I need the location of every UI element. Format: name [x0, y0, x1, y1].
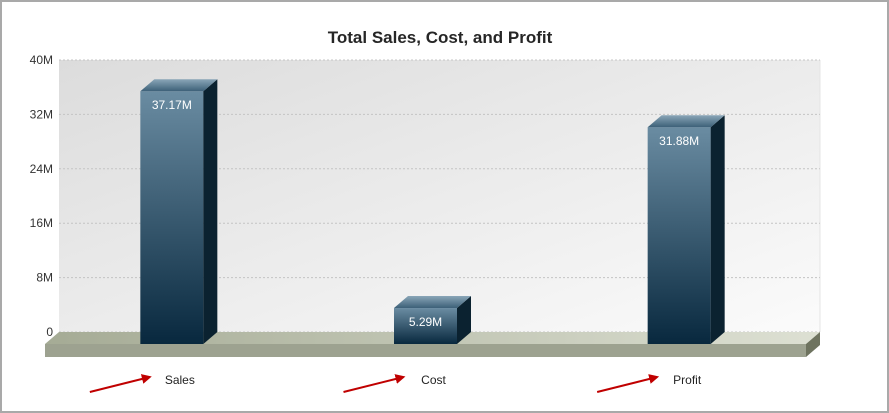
data-label: 31.88M — [659, 134, 699, 148]
bar-sales-top — [140, 79, 218, 92]
annotation-arrow — [89, 374, 152, 393]
bar-cost-side — [457, 296, 471, 344]
bar-profit-side — [710, 115, 725, 344]
y-tick-label: 32M — [30, 107, 53, 121]
x-tick-label: Profit — [673, 373, 702, 387]
data-label: 37.17M — [152, 98, 192, 112]
y-tick-label: 16M — [30, 216, 53, 230]
bar-profit-front — [647, 127, 711, 344]
bar-profit-top — [647, 115, 725, 128]
y-tick-label: 24M — [30, 162, 53, 176]
chart-title: Total Sales, Cost, and Profit — [328, 28, 553, 47]
bar-cost-front — [394, 308, 457, 344]
bar-sales-front — [140, 91, 204, 344]
floor-side — [806, 332, 820, 357]
annotation-arrow — [596, 374, 660, 393]
y-tick-label: 8M — [36, 271, 53, 285]
y-tick-label: 0 — [46, 325, 53, 339]
x-tick-label: Cost — [421, 373, 446, 387]
y-tick-label: 40M — [30, 53, 53, 67]
bar-sales-side — [203, 79, 218, 344]
data-label: 5.29M — [409, 315, 442, 329]
plot-area: 0 8M 16M 24M 32M 40M 37.17M Sales 5.29M Cost 31.88… — [30, 53, 821, 393]
annotation-arrow — [343, 374, 406, 393]
floor-front — [45, 344, 806, 357]
x-tick-label: Sales — [165, 373, 195, 387]
bar-cost-top — [394, 296, 471, 309]
